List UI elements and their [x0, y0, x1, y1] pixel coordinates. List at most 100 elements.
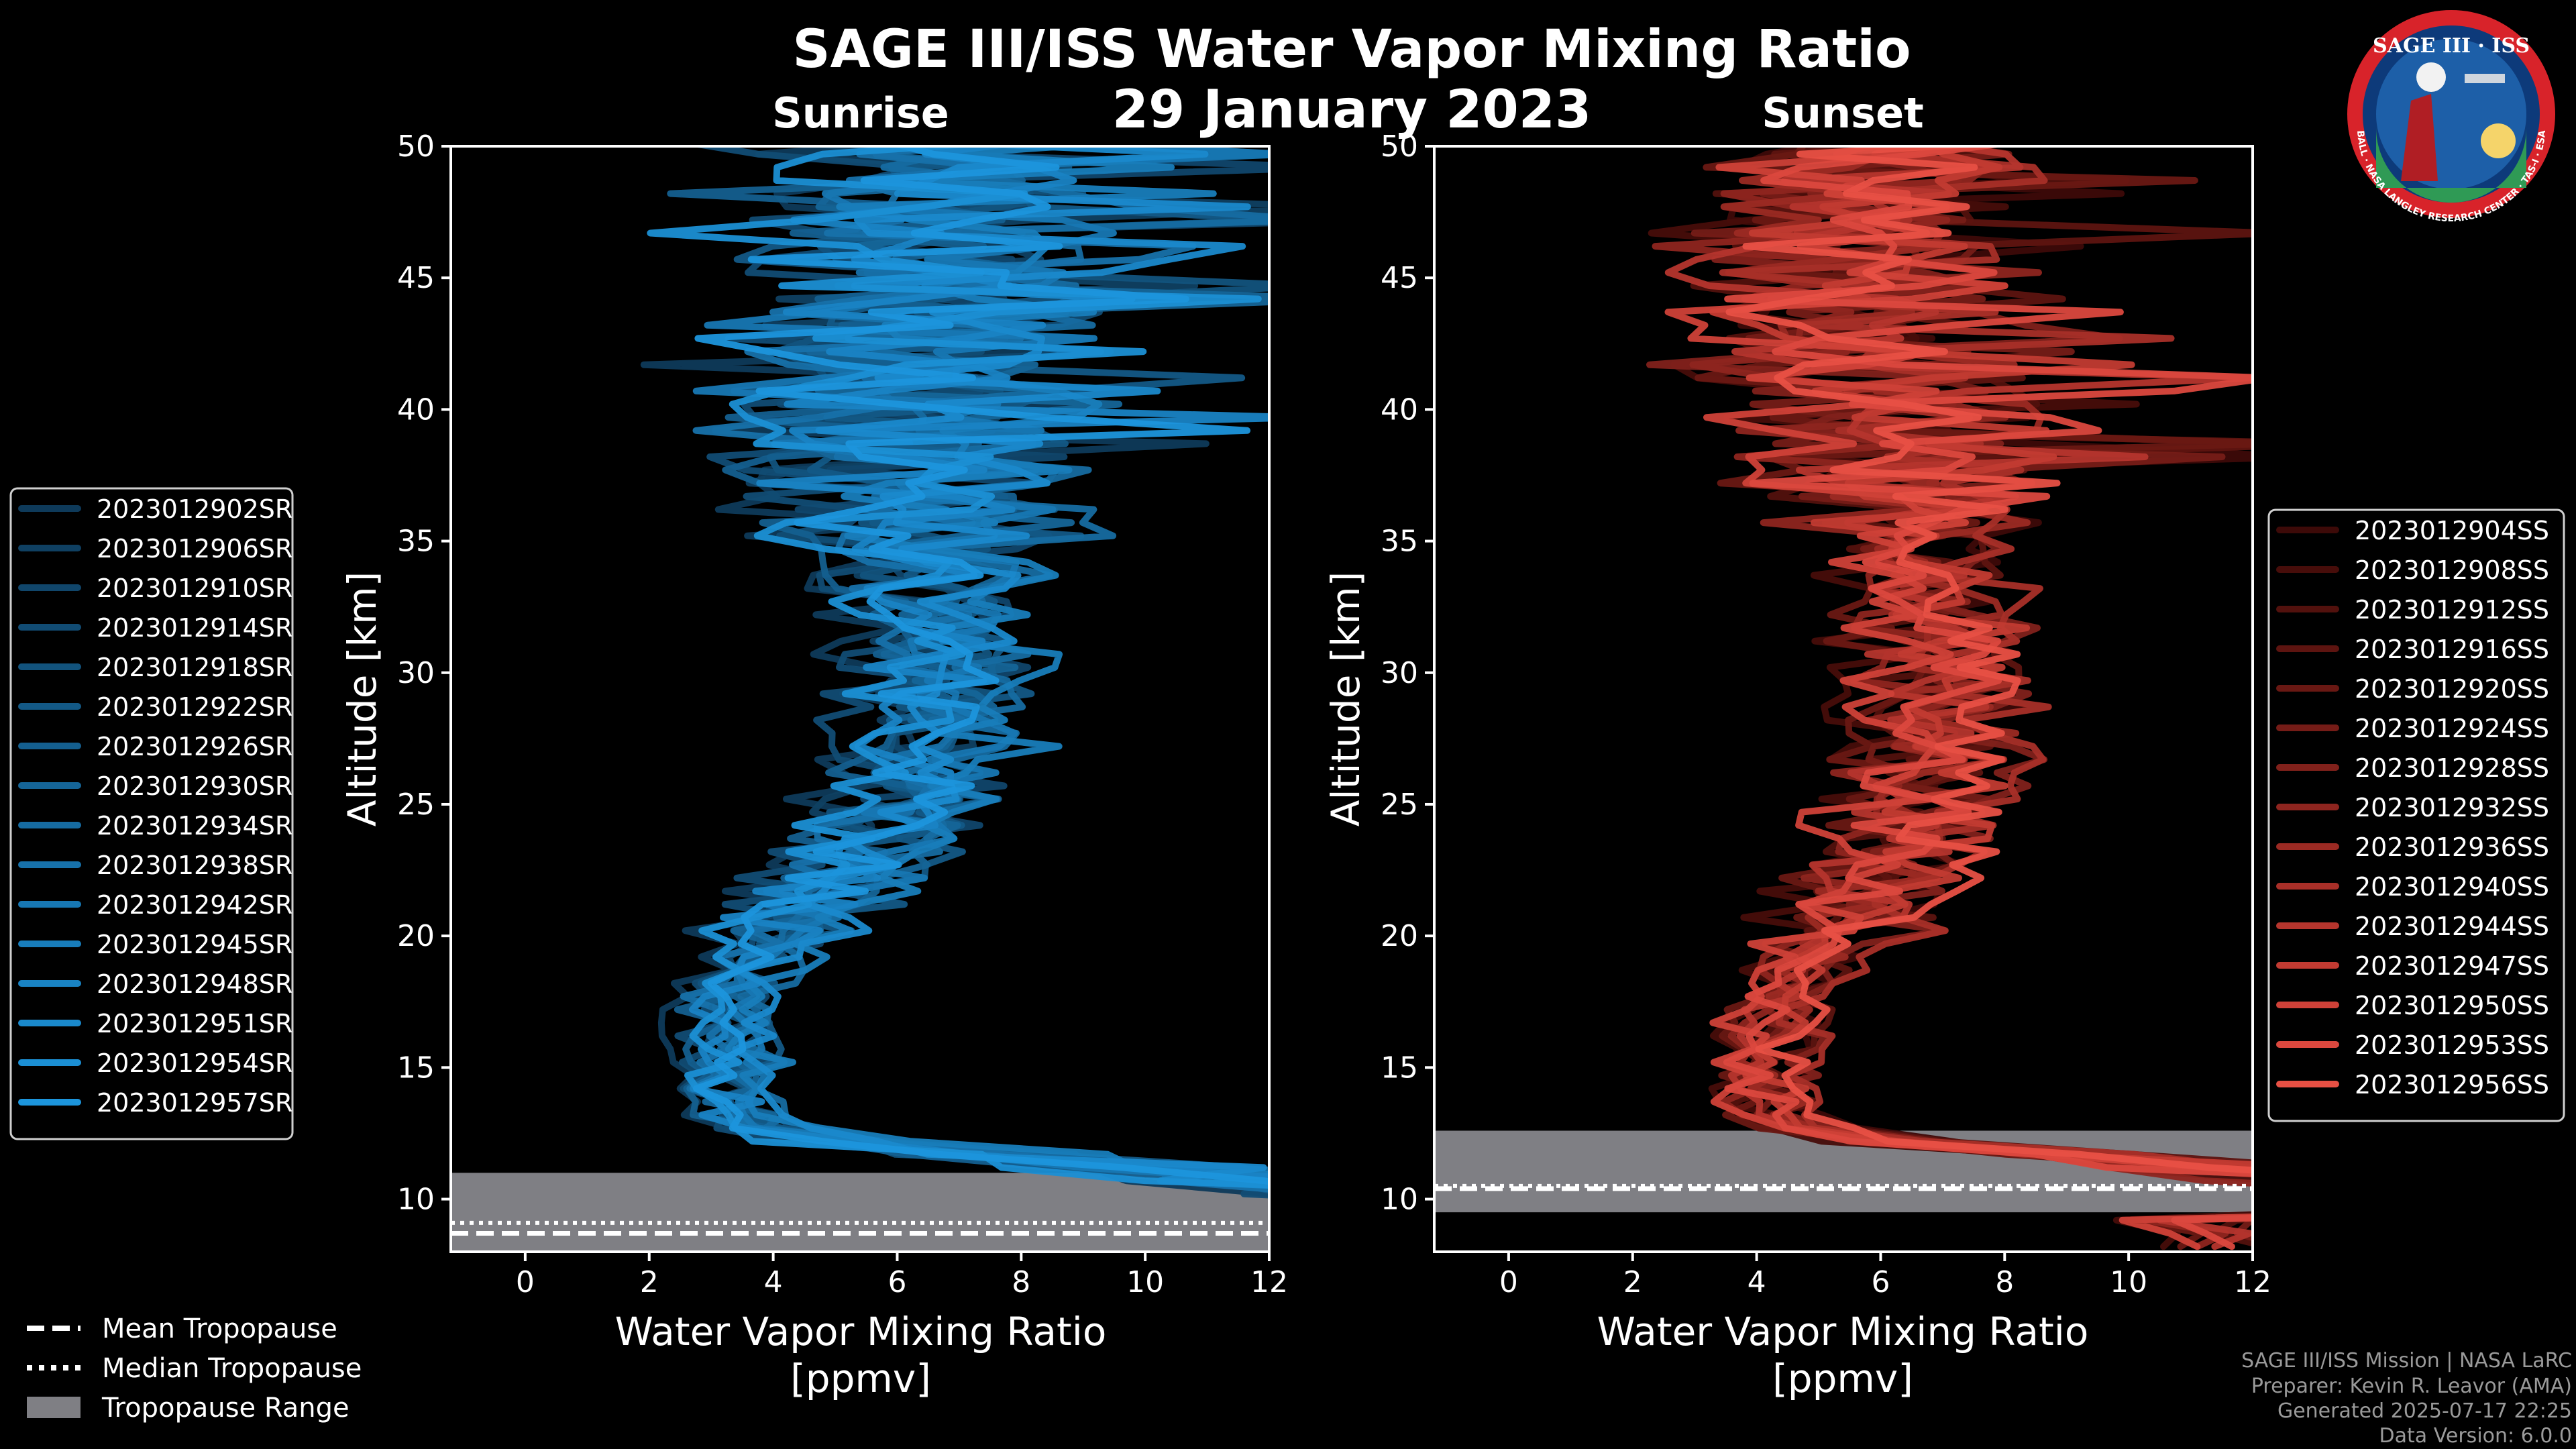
- sunrise-panel-title: Sunrise: [772, 89, 949, 138]
- sr-xtick-label: 4: [764, 1265, 783, 1299]
- ss-xtick-label: 4: [1748, 1265, 1766, 1299]
- ss-xtick-label: 2: [1623, 1265, 1642, 1299]
- logo-station-icon: [2465, 74, 2505, 83]
- legend-label-2023012936SS: 2023012936SS: [2355, 833, 2549, 862]
- ss-ytick-label: 50: [1381, 129, 1418, 164]
- sunrise-legend: 2023012902SR 2023012906SR 2023012910SR 2023…: [9, 487, 294, 1140]
- ss-xtick-label: 8: [1995, 1265, 2014, 1299]
- ss-ytick-label: 10: [1381, 1183, 1418, 1217]
- legend-label-2023012953SS: 2023012953SS: [2355, 1030, 2549, 1060]
- credit-line-version: Data Version: 6.0.0: [2379, 1424, 2572, 1448]
- sunset-panel-title: Sunset: [1762, 89, 1924, 138]
- legend-label-2023012938SR: 2023012938SR: [97, 851, 292, 880]
- ss-ytick-label: 45: [1381, 261, 1418, 295]
- legend-tropopause-label: Mean Tropopause: [102, 1313, 337, 1344]
- legend-label-2023012920SS: 2023012920SS: [2355, 674, 2549, 704]
- credit-line-preparer: Preparer: Kevin R. Leavor (AMA): [2251, 1375, 2572, 1398]
- sr-ytick-label: 20: [397, 919, 435, 953]
- logo-moon-icon: [2416, 62, 2446, 92]
- sunrise-xlabel-units: [ppmv]: [790, 1356, 931, 1401]
- profile-line-2023012928SS: [1646, 146, 2253, 1178]
- sr-xtick-label: 12: [1250, 1265, 1288, 1299]
- sr-xtick-label: 8: [1012, 1265, 1030, 1299]
- legend-label-2023012906SR: 2023012906SR: [97, 534, 292, 564]
- sr-xtick-label: 2: [640, 1265, 659, 1299]
- sage-mission-logo: SAGE III · ISS BALL · NASA LANGLEY RESEA…: [2347, 10, 2555, 224]
- figure-title: SAGE III/ISS Water Vapor Mixing Ratio: [792, 19, 1911, 80]
- sunrise-xlabel: Water Vapor Mixing Ratio: [615, 1309, 1107, 1354]
- ss-ytick-label: 15: [1381, 1051, 1418, 1085]
- logo-sun-icon: [2481, 123, 2516, 158]
- legend-label-2023012951SR: 2023012951SR: [97, 1009, 292, 1038]
- legend-label-2023012930SR: 2023012930SR: [97, 771, 292, 801]
- ss-xtick-label: 0: [1499, 1265, 1518, 1299]
- logo-text: SAGE III · ISS: [2373, 34, 2530, 58]
- sr-ytick-label: 35: [397, 525, 435, 559]
- ss-ytick-label: 40: [1381, 392, 1418, 427]
- legend-label-2023012904SS: 2023012904SS: [2355, 516, 2549, 545]
- legend-label-2023012944SS: 2023012944SS: [2355, 912, 2549, 941]
- legend-tropopause-label: Tropopause Range: [101, 1393, 350, 1424]
- legend-label-2023012940SS: 2023012940SS: [2355, 872, 2549, 902]
- profile-line-2023012953SS: [1723, 146, 2253, 1250]
- ss-legend-box: [2267, 508, 2565, 1122]
- logo-figure-icon: [2401, 94, 2438, 181]
- ss-xtick-label: 6: [1871, 1265, 1890, 1299]
- sunset-xlabel: Water Vapor Mixing Ratio: [1597, 1309, 2089, 1354]
- credit-line-generated: Generated 2025-07-17 22:25: [2277, 1399, 2572, 1423]
- legend-tropopause-label: Median Tropopause: [102, 1353, 362, 1384]
- sr-ytick-label: 15: [397, 1051, 435, 1085]
- ss-ytick-label: 20: [1381, 919, 1418, 953]
- legend-label-2023012916SS: 2023012916SS: [2355, 635, 2549, 664]
- logo-sky: [2376, 39, 2526, 189]
- legend-label-2023012928SS: 2023012928SS: [2355, 753, 2549, 783]
- ss-ytick-label: 25: [1381, 788, 1418, 822]
- sr-ytick-label: 10: [397, 1183, 435, 1217]
- ss-xtick-label: 10: [2110, 1265, 2147, 1299]
- profile-line-2023012956SS: [1725, 146, 2253, 1174]
- legend-label-2023012945SR: 2023012945SR: [97, 930, 292, 959]
- legend-label-2023012924SS: 2023012924SS: [2355, 714, 2549, 743]
- legend-label-2023012908SS: 2023012908SS: [2355, 555, 2549, 585]
- profile-line-2023012950SS: [1664, 146, 2253, 1250]
- legend-label-2023012910SR: 2023012910SR: [97, 574, 292, 603]
- legend-label-2023012934SR: 2023012934SR: [97, 811, 292, 841]
- profile-line-2023012957SR: [693, 146, 1269, 1185]
- legend-label-2023012912SS: 2023012912SS: [2355, 595, 2549, 625]
- sr-ytick-label: 40: [397, 392, 435, 427]
- sunrise-ylabel: Altitude [km]: [339, 572, 385, 826]
- legend-label-2023012932SS: 2023012932SS: [2355, 793, 2549, 822]
- credit-line-mission: SAGE III/ISS Mission | NASA LaRC: [2241, 1349, 2572, 1373]
- sr-xtick-label: 10: [1126, 1265, 1164, 1299]
- sr-ytick-label: 30: [397, 656, 435, 690]
- legend-label-2023012948SR: 2023012948SR: [97, 969, 292, 999]
- ss-ytick-label: 35: [1381, 525, 1418, 559]
- legend-tropopause-range-swatch: [27, 1397, 80, 1418]
- legend-label-2023012914SR: 2023012914SR: [97, 613, 292, 643]
- sr-xtick-label: 6: [888, 1265, 906, 1299]
- profile-line-2023012951SR: [732, 146, 1269, 1189]
- sunset-panel: Sunset 0 2 4 6 8 10 12 10 15 20 25 30 35 40 45 50 Wate…: [1323, 89, 2271, 1401]
- ss-xtick-label: 12: [2234, 1265, 2271, 1299]
- legend-label-2023012902SR: 2023012902SR: [97, 494, 292, 524]
- sunset-ylabel: Altitude [km]: [1323, 572, 1368, 826]
- sr-xtick-label: 0: [516, 1265, 535, 1299]
- sr-ytick-label: 50: [397, 129, 435, 164]
- tropopause-legend: Mean Tropopause Median Tropopause Tropopau…: [27, 1313, 362, 1424]
- legend-label-2023012957SR: 2023012957SR: [97, 1088, 292, 1118]
- sr-legend-box: [9, 487, 294, 1140]
- legend-label-2023012918SR: 2023012918SR: [97, 653, 292, 682]
- legend-label-2023012942SR: 2023012942SR: [97, 890, 292, 920]
- legend-label-2023012950SS: 2023012950SS: [2355, 991, 2549, 1020]
- sr-tropopause-range: [451, 1173, 1269, 1252]
- sunset-plot-frame: [1433, 145, 2254, 1253]
- sunset-legend: 2023012904SS 2023012908SS 2023012912SS 2023…: [2267, 508, 2565, 1122]
- sunset-xlabel-units: [ppmv]: [1772, 1356, 1913, 1401]
- legend-label-2023012954SR: 2023012954SR: [97, 1049, 292, 1078]
- sunrise-panel: Sunrise 0 2 4 6 8 10 12 10 15 20 25 30 35 40 45 50 Wat…: [339, 89, 1288, 1401]
- profile-line-2023012942SR: [692, 146, 1269, 1183]
- sr-ytick-label: 25: [397, 788, 435, 822]
- figure-date: 29 January 2023: [1112, 80, 1592, 140]
- sunrise-plot-frame: [449, 145, 1271, 1253]
